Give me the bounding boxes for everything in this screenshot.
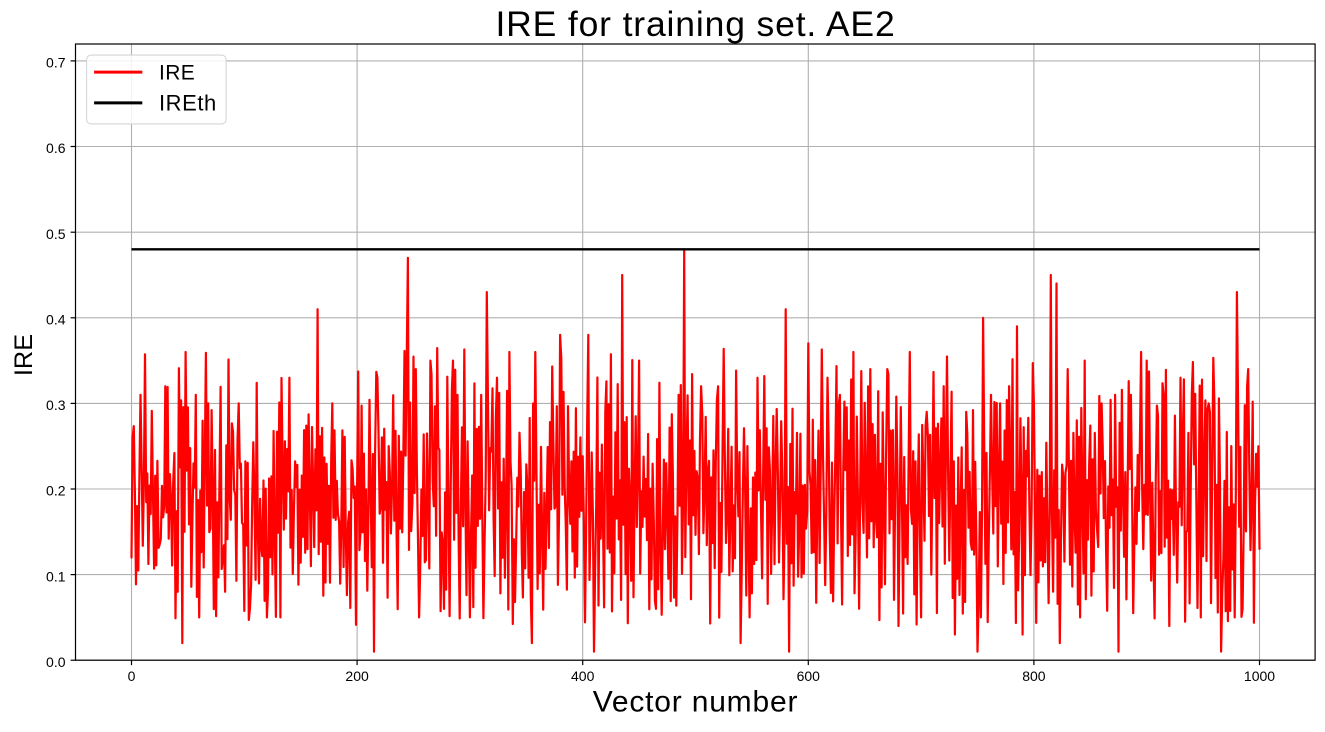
svg-text:0.6: 0.6 [46,140,66,156]
svg-text:IRE for training set. AE2: IRE for training set. AE2 [495,4,895,44]
svg-text:0: 0 [128,668,136,684]
svg-text:IRE: IRE [159,62,195,85]
svg-text:Vector number: Vector number [593,686,799,719]
svg-text:600: 600 [797,668,821,684]
svg-text:0.0: 0.0 [46,654,66,670]
svg-text:IRE: IRE [10,334,38,376]
svg-text:0.2: 0.2 [46,483,66,499]
svg-text:0.3: 0.3 [46,397,66,413]
svg-text:800: 800 [1022,668,1046,684]
svg-text:0.5: 0.5 [46,226,66,242]
svg-text:1000: 1000 [1244,668,1275,684]
svg-text:0.7: 0.7 [46,55,66,71]
svg-text:400: 400 [571,668,595,684]
svg-text:200: 200 [345,668,369,684]
svg-text:IREth: IREth [159,90,217,115]
svg-text:0.4: 0.4 [46,312,66,328]
svg-text:0.1: 0.1 [46,568,66,584]
